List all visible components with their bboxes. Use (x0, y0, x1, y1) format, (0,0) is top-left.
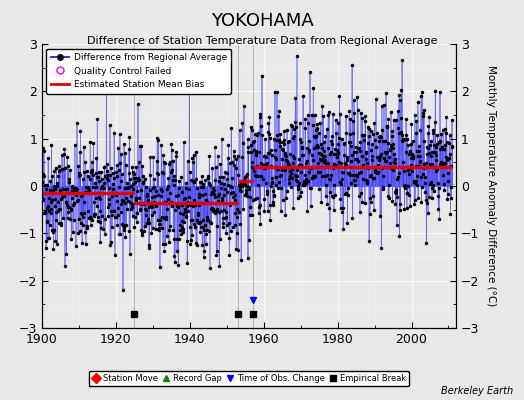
Y-axis label: Monthly Temperature Anomaly Difference (°C): Monthly Temperature Anomaly Difference (… (486, 65, 496, 307)
Text: YOKOHAMA: YOKOHAMA (211, 12, 313, 30)
Text: Difference of Station Temperature Data from Regional Average: Difference of Station Temperature Data f… (87, 36, 437, 46)
Legend: Difference from Regional Average, Quality Control Failed, Estimated Station Mean: Difference from Regional Average, Qualit… (47, 48, 231, 94)
Text: Berkeley Earth: Berkeley Earth (441, 386, 514, 396)
